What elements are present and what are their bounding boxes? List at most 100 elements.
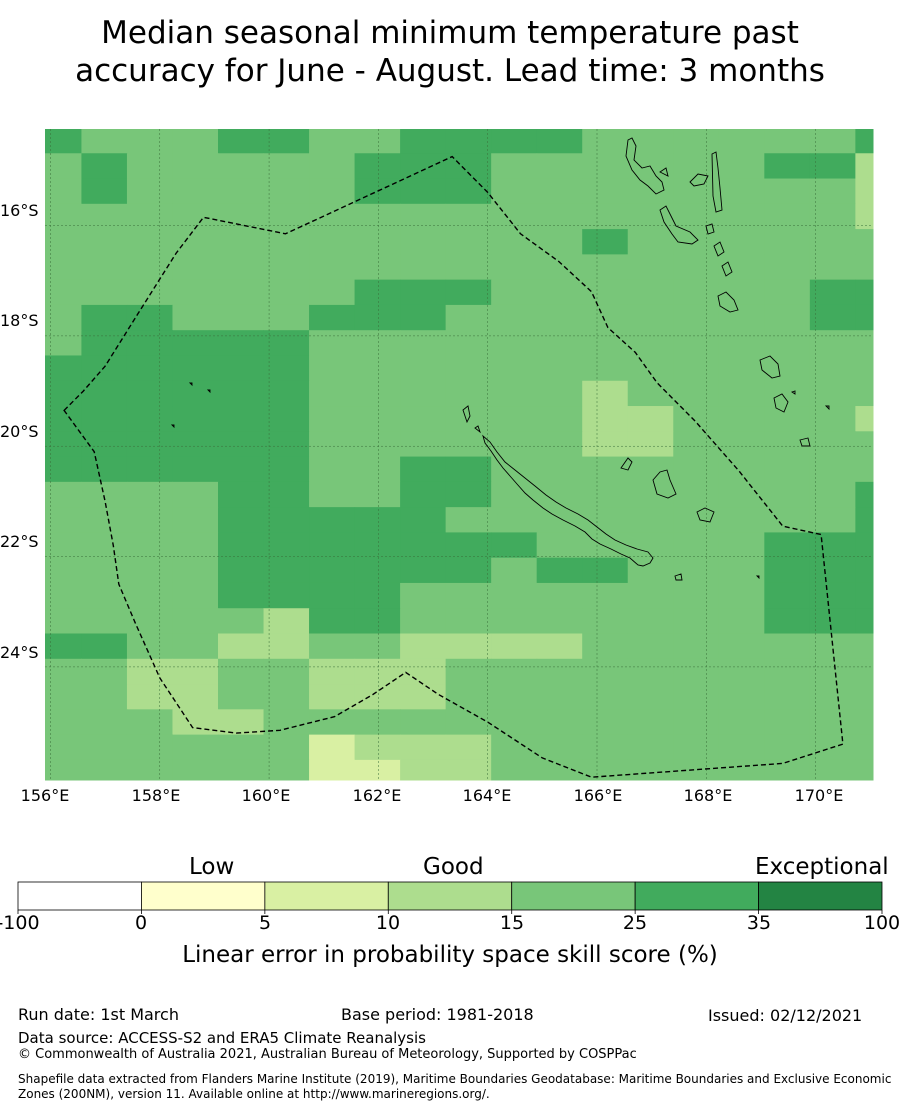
skill-cell <box>809 481 856 508</box>
skill-cell <box>445 380 492 407</box>
skill-cell <box>491 153 538 180</box>
skill-cell <box>126 178 173 205</box>
skill-cell <box>809 129 856 154</box>
skill-cell <box>536 709 583 736</box>
colorbar-bin <box>758 881 883 911</box>
skill-cell <box>855 129 874 154</box>
skill-cell <box>491 759 538 781</box>
lon-tick-158: 158°E <box>131 786 181 805</box>
skill-cell <box>126 557 173 584</box>
skill-cell <box>536 633 583 660</box>
skill-cell <box>855 684 874 710</box>
skill-cell <box>536 355 583 382</box>
skill-cell <box>172 406 219 432</box>
skill-cell <box>673 608 720 635</box>
skill-cell <box>309 507 356 533</box>
skill-cell <box>400 759 447 781</box>
skill-cell <box>673 481 720 508</box>
skill-cell <box>263 431 310 458</box>
skill-cell <box>491 304 538 331</box>
skill-cell <box>400 633 447 660</box>
base-period: Base period: 1981-2018 <box>341 1005 534 1024</box>
skill-cell <box>172 759 219 781</box>
skill-cell <box>536 431 583 458</box>
skill-cell <box>809 355 856 382</box>
skill-cell <box>718 203 765 230</box>
skill-cell <box>126 355 173 382</box>
colorbar-tick-label: 0 <box>134 912 148 934</box>
skill-cell <box>582 684 629 710</box>
skill-cell <box>354 380 401 407</box>
skill-cell <box>309 203 356 230</box>
skill-cell <box>45 153 82 180</box>
skill-cell <box>354 431 401 458</box>
skill-cell <box>627 633 674 660</box>
skill-grid <box>45 129 874 781</box>
colorbar-tick-label: 35 <box>746 912 772 934</box>
skill-cell <box>263 254 310 281</box>
skill-cell <box>718 481 765 508</box>
skill-cell <box>400 507 447 533</box>
skill-cell <box>218 330 265 356</box>
skill-cell <box>400 456 447 483</box>
skill-cell <box>491 178 538 205</box>
skill-cell <box>718 178 765 205</box>
skill-cell <box>354 633 401 660</box>
skill-cell <box>673 153 720 180</box>
skill-cell <box>764 330 811 356</box>
skill-cell <box>536 481 583 508</box>
skill-cell <box>172 507 219 533</box>
skill-cell <box>491 406 538 432</box>
skill-cell <box>45 431 82 458</box>
skill-cell <box>718 129 765 154</box>
skill-cell <box>764 658 811 685</box>
skill-cell <box>126 254 173 281</box>
skill-cell <box>400 380 447 407</box>
skill-cell <box>764 431 811 458</box>
lon-tick-166: 166°E <box>573 786 623 805</box>
skill-cell <box>582 355 629 382</box>
skill-cell <box>172 557 219 584</box>
skill-cell <box>764 178 811 205</box>
skill-cell <box>218 507 265 533</box>
skill-cell <box>45 254 82 281</box>
skill-cell <box>445 129 492 154</box>
skill-cell <box>855 709 874 736</box>
skill-cell <box>400 304 447 331</box>
skill-cell <box>400 406 447 432</box>
skill-cell <box>582 456 629 483</box>
skill-cell <box>445 203 492 230</box>
skill-cell <box>309 406 356 432</box>
skill-cell <box>218 557 265 584</box>
skill-cell <box>45 734 82 761</box>
skill-cell <box>491 684 538 710</box>
skill-cell <box>491 734 538 761</box>
copyright: © Commonwealth of Australia 2021, Austra… <box>18 1047 637 1062</box>
skill-cell <box>855 380 874 407</box>
colorbar-tick-label: 10 <box>375 912 401 934</box>
skill-cell <box>491 330 538 356</box>
skill-cell <box>445 709 492 736</box>
skill-cell <box>354 203 401 230</box>
skill-cell <box>536 380 583 407</box>
skill-cell <box>627 229 674 255</box>
skill-cell <box>218 582 265 609</box>
skill-cell <box>126 229 173 255</box>
skill-cell <box>673 582 720 609</box>
skill-cell <box>218 178 265 205</box>
lat-tick-22s: 22°S <box>0 532 39 551</box>
skill-cell <box>445 304 492 331</box>
skill-cell <box>809 254 856 281</box>
skill-cell <box>491 254 538 281</box>
skill-cell <box>673 355 720 382</box>
skill-cell <box>718 582 765 609</box>
skill-cell <box>81 507 128 533</box>
skill-cell <box>718 456 765 483</box>
skill-cell <box>126 279 173 306</box>
skill-cell <box>673 203 720 230</box>
skill-cell <box>764 304 811 331</box>
skill-cell <box>445 759 492 781</box>
skill-cell <box>536 507 583 533</box>
skill-cell <box>445 431 492 458</box>
colorbar-bin <box>17 881 142 911</box>
